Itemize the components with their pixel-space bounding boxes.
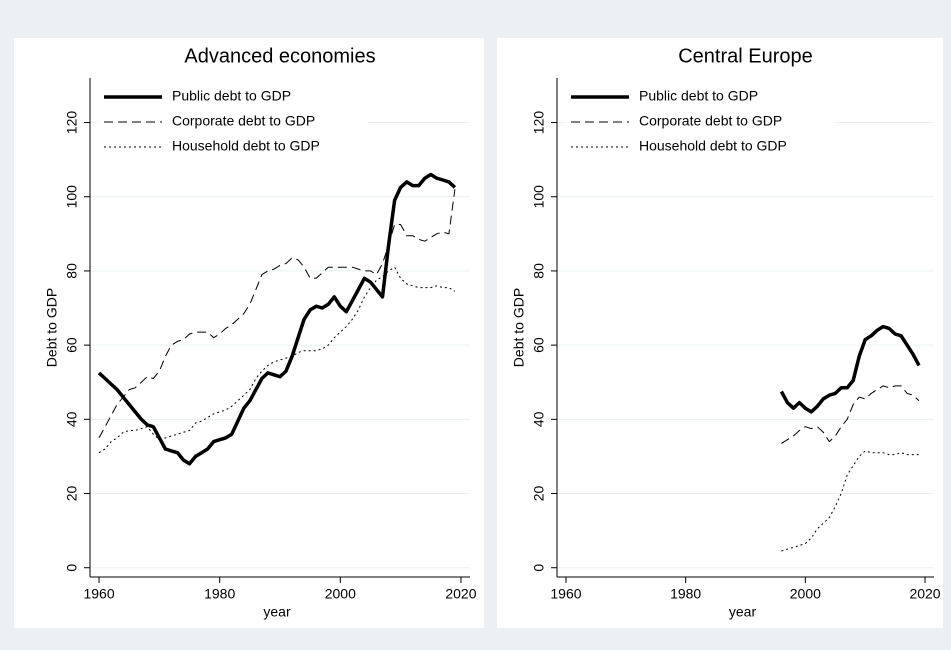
legend-label: Public debt to GDP <box>172 88 291 104</box>
legend-label: Public debt to GDP <box>639 88 758 104</box>
legend-label: Household debt to GDP <box>172 138 320 154</box>
y-tick-label: 0 <box>531 564 547 572</box>
y-tick-label: 80 <box>64 263 80 279</box>
x-tick-label: 2020 <box>909 586 940 602</box>
panel-title: Advanced economies <box>184 45 375 67</box>
data-line <box>98 189 456 439</box>
y-tick-label: 40 <box>64 411 80 427</box>
y-tick-label: 60 <box>531 337 547 353</box>
x-tick-label: 1960 <box>83 586 114 602</box>
y-tick-label: 100 <box>531 185 547 209</box>
x-tick-label: 2000 <box>325 586 356 602</box>
data-line <box>781 385 920 444</box>
legend-label: Corporate debt to GDP <box>639 113 782 129</box>
x-tick-label: 2000 <box>790 586 821 602</box>
x-axis-label: year <box>263 604 291 620</box>
data-line <box>779 324 921 414</box>
panel-title: Central Europe <box>678 45 813 67</box>
y-tick-label: 20 <box>531 486 547 502</box>
y-tick-label: 40 <box>531 411 547 427</box>
x-tick-label: 1980 <box>670 586 701 602</box>
y-tick-label: 20 <box>64 486 80 502</box>
y-tick-label: 120 <box>531 111 547 135</box>
y-tick-label: 100 <box>64 185 80 209</box>
legend-label: Corporate debt to GDP <box>172 113 315 129</box>
y-tick-label: 80 <box>531 263 547 279</box>
x-tick-label: 2020 <box>445 586 476 602</box>
y-axis-label: Debt to GDP <box>511 288 527 367</box>
y-tick-label: 0 <box>64 564 80 572</box>
y-tick-label: 60 <box>64 337 80 353</box>
y-tick-label: 120 <box>64 111 80 135</box>
x-axis-label: year <box>729 604 757 620</box>
legend-label: Household debt to GDP <box>639 138 787 154</box>
x-tick-label: 1980 <box>204 586 235 602</box>
data-line <box>97 172 457 466</box>
y-axis-label: Debt to GDP <box>44 288 60 367</box>
data-line <box>98 266 456 454</box>
x-tick-label: 1960 <box>550 586 581 602</box>
